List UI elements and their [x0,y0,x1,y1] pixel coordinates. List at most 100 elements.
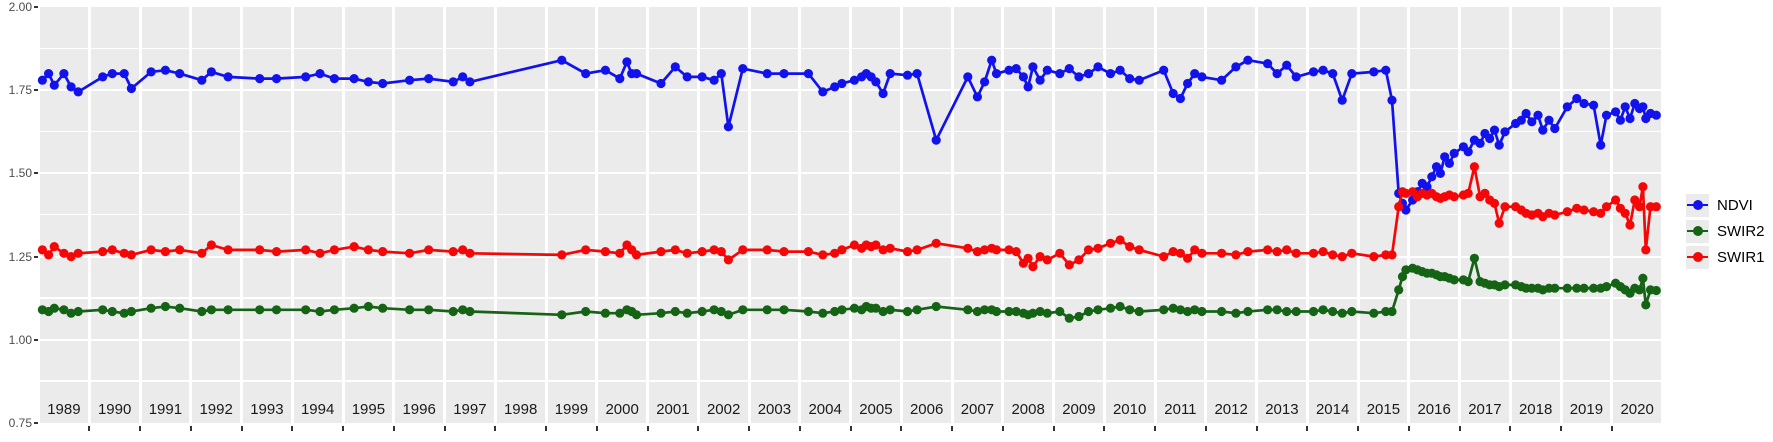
data-point-NDVI [1431,162,1442,172]
data-point-SWIR2 [682,308,692,318]
data-point-SWIR1 [1630,195,1640,205]
legend-key [1686,193,1709,217]
data-point-SWIR2 [849,303,860,313]
legend-key [1686,219,1709,243]
data-point-SWIR2 [615,308,625,318]
data-point-SWIR1 [1105,238,1116,248]
year-label: 2001 [656,401,690,418]
data-point-SWIR1 [1004,245,1014,255]
legend-item-ndvi: NDVI [1686,192,1765,218]
data-point-NDVI [656,78,666,89]
data-point-NDVI [1620,102,1630,112]
data-point-NDVI [1596,140,1606,150]
data-point-SWIR1 [255,245,265,255]
data-point-NDVI [1125,74,1135,84]
data-point-NDVI [1489,125,1500,135]
data-point-SWIR1 [1243,247,1253,257]
data-point-SWIR2 [1168,303,1178,313]
data-point-SWIR1 [1625,220,1635,230]
data-point-SWIR2 [902,306,913,317]
data-point-NDVI [175,69,185,79]
data-point-NDVI [1427,172,1437,182]
series-SWIR1 [37,162,1661,272]
data-point-NDVI [1651,110,1661,120]
year-label: 2012 [1214,401,1248,418]
data-point-NDVI [329,74,339,84]
data-point-NDVI [73,87,83,97]
data-point-NDVI [1018,72,1028,82]
data-point-SWIR2 [1028,308,1038,318]
data-point-NDVI [885,69,895,79]
data-point-SWIR2 [557,310,567,320]
data-point-SWIR1 [405,248,415,258]
data-point-NDVI [1183,78,1193,89]
data-point-SWIR2 [1125,305,1135,315]
year-label: 2014 [1315,401,1350,418]
data-point-SWIR2 [271,305,282,315]
data-point-SWIR1 [349,242,359,252]
x-axis-tick [494,426,497,431]
data-point-SWIR1 [779,247,789,257]
data-point-SWIR2 [1347,306,1357,317]
data-point-NDVI [1083,69,1094,79]
data-point-SWIR2 [963,305,973,315]
year-label: 1991 [148,401,183,418]
year-label: 1994 [300,401,335,418]
year-label: 1996 [402,401,436,418]
data-point-NDVI [119,69,129,79]
data-point-SWIR1 [871,240,881,250]
y-axis-tick-label: 1.75 [8,83,32,98]
data-point-NDVI [1601,110,1612,120]
data-point-SWIR1 [49,242,59,252]
data-point-SWIR1 [1183,253,1193,263]
data-point-NDVI [301,72,311,82]
x-axis-tick [1255,426,1258,431]
y-axis-tick [34,338,38,341]
data-point-SWIR1 [980,245,990,255]
data-point-SWIR1 [37,245,47,255]
data-point-SWIR2 [1562,283,1572,293]
data-point-NDVI [49,80,59,90]
year-label: 2017 [1468,401,1502,418]
data-point-NDVI [465,77,475,87]
data-point-SWIR2 [119,308,129,318]
data-point-SWIR2 [1387,306,1397,317]
legend-label: SWIR1 [1717,248,1765,266]
data-point-NDVI [126,83,136,94]
data-point-SWIR2 [1500,280,1510,290]
data-point-SWIR1 [271,247,282,257]
data-point-NDVI [1243,55,1253,65]
data-point-SWIR1 [59,248,69,258]
data-point-SWIR2 [1175,305,1185,315]
year-label: 2006 [909,401,944,418]
year-label: 2015 [1366,401,1401,418]
x-axis-tick [1204,426,1207,431]
year-label: 2018 [1518,401,1553,418]
data-point-NDVI [779,69,789,79]
data-point-SWIR2 [405,305,415,315]
data-point-SWIR1 [1369,252,1379,262]
data-point-SWIR1 [1463,188,1473,198]
y-axis-tick [34,422,38,424]
x-axis-tick [1610,426,1613,431]
data-point-NDVI [600,65,611,75]
data-point-NDVI [1197,72,1207,82]
year-label: 1999 [554,401,589,418]
x-axis-tick [240,426,243,431]
series-line-SWIR1 [41,166,1657,270]
data-point-SWIR2 [656,308,666,318]
data-point-NDVI [458,72,468,82]
year-label: 1992 [199,401,233,418]
data-point-SWIR1 [738,245,748,255]
data-point-SWIR2 [1572,283,1582,293]
data-point-SWIR2 [1469,253,1479,263]
data-point-NDVI [803,69,814,79]
data-point-SWIR2 [1083,306,1094,317]
data-point-SWIR1 [1083,245,1094,255]
data-point-NDVI [424,74,434,84]
data-point-SWIR1 [837,245,847,255]
data-point-SWIR1 [1197,248,1207,258]
data-point-SWIR1 [1190,245,1200,255]
data-point-NDVI [1572,93,1582,104]
data-point-SWIR2 [1589,283,1599,293]
